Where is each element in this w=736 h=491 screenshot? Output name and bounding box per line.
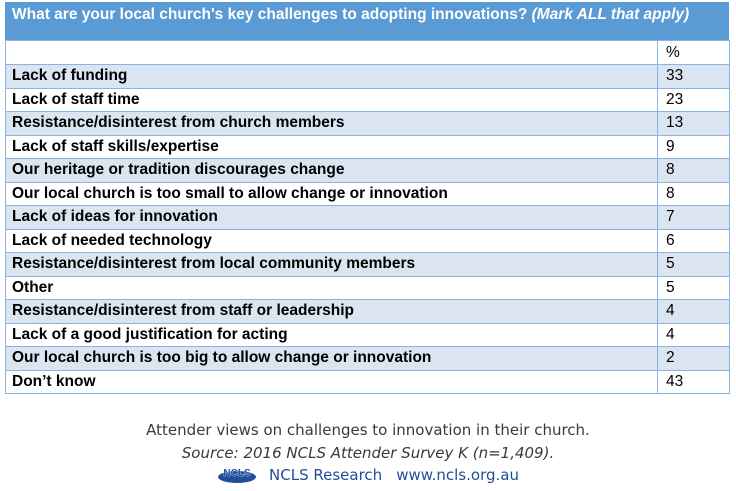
header-percent-cell: % (657, 40, 730, 65)
row-percent: 8 (657, 158, 730, 183)
row-percent: 13 (657, 111, 730, 136)
table-row: Lack of staff time 23 (5, 87, 730, 112)
row-percent: 5 (657, 252, 730, 277)
results-table: % Lack of funding 33 Lack of staff time 23 R… (5, 40, 730, 394)
table-row: Lack of needed technology 6 (5, 228, 730, 253)
row-label: Other (5, 275, 658, 300)
row-label: Resistance/disinterest from local commun… (5, 252, 658, 277)
table-row: Our local church is too small to allow c… (5, 181, 730, 206)
table-row: Resistance/disinterest from staff or lea… (5, 299, 730, 324)
row-percent: 5 (657, 275, 730, 300)
figure-caption: Attender views on challenges to innovati… (146, 421, 590, 439)
row-percent: 9 (657, 134, 730, 159)
row-label: Lack of needed technology (5, 228, 658, 253)
footer-url[interactable]: www.ncls.org.au (396, 466, 519, 484)
row-percent: 8 (657, 181, 730, 206)
table-row: Lack of funding 33 (5, 64, 730, 89)
table-row: Our heritage or tradition discourages ch… (5, 158, 730, 183)
header-label-cell (5, 40, 658, 65)
row-label: Our local church is too big to allow cha… (5, 346, 658, 371)
row-label: Lack of ideas for innovation (5, 205, 658, 230)
table-row: Lack of ideas for innovation 7 (5, 205, 730, 230)
row-label: Lack of staff time (5, 87, 658, 112)
row-label: Lack of staff skills/expertise (5, 134, 658, 159)
table-row: Don’t know 43 (5, 369, 730, 394)
row-label: Resistance/disinterest from church membe… (5, 111, 658, 136)
svg-text:NCLS: NCLS (223, 468, 251, 479)
footer: NCLS NCLS Research www.ncls.org.au (0, 466, 736, 484)
row-percent: 4 (657, 299, 730, 324)
question-instruction: (Mark ALL that apply) (531, 6, 690, 23)
row-label: Don’t know (5, 369, 658, 394)
row-percent: 23 (657, 87, 730, 112)
table-row: Lack of staff skills/expertise 9 (5, 134, 730, 159)
question-header: What are your local church's key challen… (5, 2, 729, 40)
ncls-logo: NCLS (217, 466, 257, 484)
row-label: Our local church is too small to allow c… (5, 181, 658, 206)
table-row: Other 5 (5, 275, 730, 300)
row-label: Resistance/disinterest from staff or lea… (5, 299, 658, 324)
question-text: What are your local church's key challen… (12, 6, 532, 23)
row-percent: 4 (657, 322, 730, 347)
row-label: Lack of funding (5, 64, 658, 89)
table-row: Resistance/disinterest from church membe… (5, 111, 730, 136)
table-row: Resistance/disinterest from local commun… (5, 252, 730, 277)
row-percent: 6 (657, 228, 730, 253)
row-percent: 43 (657, 369, 730, 394)
table-row: Our local church is too big to allow cha… (5, 346, 730, 371)
row-label: Lack of a good justification for acting (5, 322, 658, 347)
footer-org: NCLS Research (269, 466, 383, 484)
row-label: Our heritage or tradition discourages ch… (5, 158, 658, 183)
figure-source: Source: 2016 NCLS Attender Survey K (n=1… (181, 444, 555, 462)
row-percent: 33 (657, 64, 730, 89)
row-percent: 7 (657, 205, 730, 230)
table-row: Lack of a good justification for acting 4 (5, 322, 730, 347)
row-percent: 2 (657, 346, 730, 371)
table-header-row: % (5, 40, 730, 65)
survey-table-frame: What are your local church's key challen… (5, 2, 730, 394)
